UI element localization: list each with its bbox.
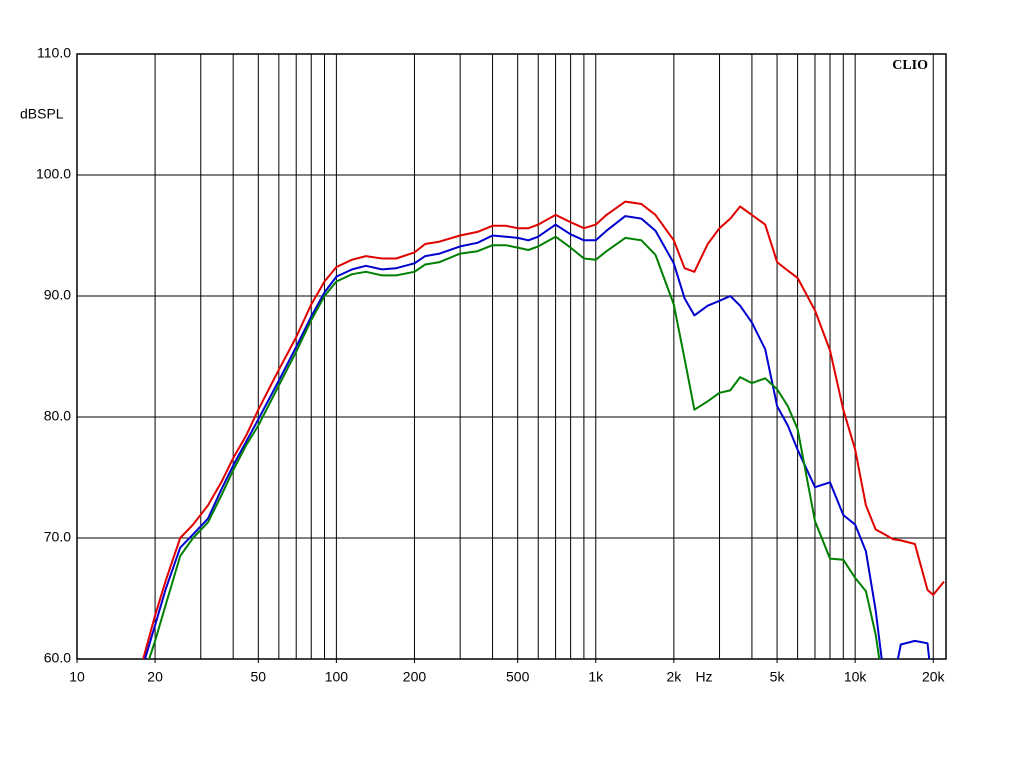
y-tick-label: 70.0	[44, 529, 71, 545]
annotation: CLIO	[892, 58, 928, 73]
x-tick-label: 50	[251, 669, 267, 685]
x-tick-label: 20k	[922, 669, 946, 685]
series-line	[143, 215, 931, 659]
x-tick-label: 2k	[666, 669, 682, 685]
x-tick-label: 100	[325, 669, 349, 685]
y-tick-label: 100.0	[36, 166, 71, 182]
x-axis-label: Hz	[695, 669, 712, 685]
x-tick-label: 20	[147, 669, 163, 685]
y-axis-label: dBSPL	[20, 106, 64, 122]
series-line	[148, 235, 881, 659]
x-tick-label: 500	[506, 669, 530, 685]
y-tick-label: 80.0	[44, 408, 71, 424]
plot-frame	[76, 53, 947, 660]
x-tick-label: 5k	[770, 669, 786, 685]
y-tick-label: 90.0	[44, 287, 71, 303]
y-tick-label: 110.0	[37, 45, 71, 61]
plot-area	[142, 200, 945, 659]
x-tick-label: 10	[69, 669, 85, 685]
y-tick-label: 60.0	[44, 650, 71, 666]
series-line	[142, 200, 945, 659]
x-tick-label: 10k	[844, 669, 868, 685]
x-tick-label: 1k	[588, 669, 604, 685]
x-tick-label: 200	[403, 669, 427, 685]
